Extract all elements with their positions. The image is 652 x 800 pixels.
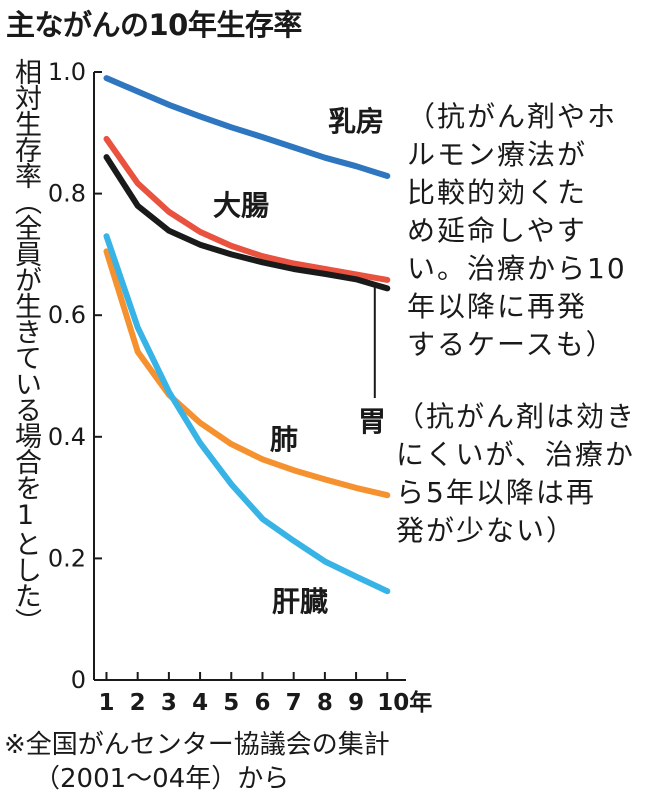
series-label-colon: 大腸: [213, 189, 270, 222]
y-tick-label: 0.6: [48, 301, 86, 329]
x-tick-label: 2: [130, 690, 146, 716]
y-tick-label: 0: [71, 666, 86, 694]
y-tick-label: 0.4: [48, 423, 86, 451]
x-tick-label: 5: [223, 690, 239, 716]
annotation-stomach: （抗がん剤は効き にくいが、治療か ら5年以降は再 発が少ない）: [396, 398, 636, 550]
series-label-liver: 肝臓: [272, 585, 329, 618]
annotation-breast-line: 比較的効くた: [407, 176, 588, 209]
series-line: [103, 135, 391, 283]
y-tick-label: 0.2: [48, 544, 86, 572]
y-axis-label: 相対生存率（全員が生きている場合を1とした）: [10, 58, 41, 634]
series-label-lung: 肺: [270, 423, 299, 456]
chart-lines: [103, 75, 391, 595]
x-tick-label: 4: [192, 690, 208, 716]
series-line: [103, 248, 391, 499]
chart-title: 主ながんの10年生存率: [6, 8, 302, 42]
series-label-breast: 乳房: [328, 105, 385, 138]
annotation-breast-line: するケースも）: [407, 328, 616, 361]
series-line: [103, 154, 391, 292]
annotation-breast-line: め延命しやす: [407, 214, 587, 247]
x-tick-label: 9: [348, 690, 364, 716]
y-tick-label: 1.0: [48, 58, 86, 86]
x-tick-label: 1: [98, 690, 114, 716]
chart-axes: 0 0.2 0.4 0.6 0.8 1.0 1 2 3 4 5 6 7 8 9 10年: [48, 58, 432, 716]
annotation-breast-line: い。治療から10: [407, 252, 627, 285]
x-tick-label: 10年: [377, 689, 432, 716]
annotation-stomach-line: 発が少ない）: [396, 514, 577, 547]
series-label-stomach: 胃: [358, 405, 387, 438]
y-tick-label: 0.8: [48, 180, 86, 208]
footnote-line: ※全国がんセンター協議会の集計: [4, 730, 390, 760]
x-tick-label: 8: [317, 690, 333, 716]
x-tick-label: 7: [286, 690, 302, 716]
x-tick-label: 6: [254, 690, 270, 716]
annotation-breast: （抗がん剤やホ ルモン療法が 比較的効くた め延命しやす い。治療から10 年以…: [407, 98, 627, 364]
footnote-line: （2001～04年）から: [34, 764, 290, 794]
annotation-stomach-line: にくいが、治療か: [396, 438, 635, 471]
annotation-stomach-line: ら5年以降は再: [396, 476, 596, 509]
annotation-breast-line: ルモン療法が: [407, 138, 588, 171]
series-line: [103, 233, 391, 595]
footnote: ※全国がんセンター協議会の集計 （2001～04年）から: [4, 728, 390, 796]
annotation-breast-line: 年以降に再発: [407, 290, 588, 323]
annotation-stomach-line: （抗がん剤は効き: [396, 400, 637, 433]
series-line: [103, 75, 391, 179]
annotation-breast-line: （抗がん剤やホ: [407, 100, 618, 133]
x-tick-label: 3: [161, 690, 177, 716]
